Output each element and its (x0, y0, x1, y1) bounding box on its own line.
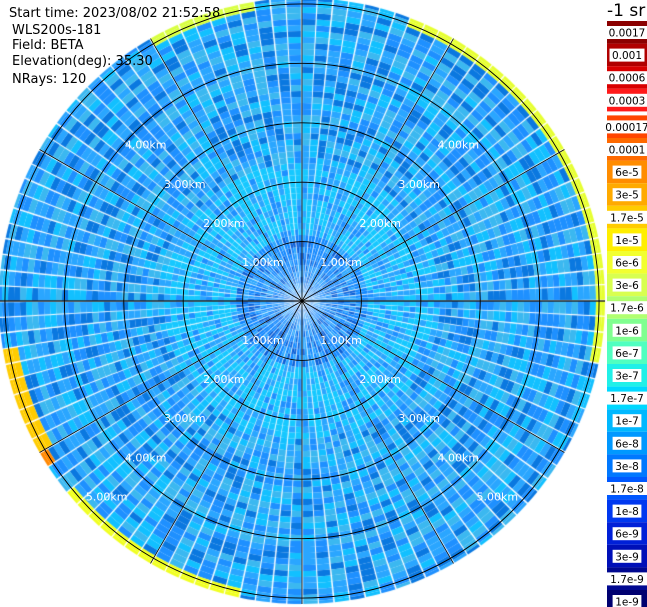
colorbar-label: 0.00017 (605, 122, 647, 134)
colorbar-label-bg (606, 301, 647, 315)
range-ring-label: 3.00km (164, 178, 206, 191)
colorbar-label-bg (612, 233, 642, 247)
colorbar-label-bg (612, 549, 642, 563)
elevation-label: Elevation(deg): 35.30 (12, 54, 153, 69)
colorbar-label-bg (612, 459, 642, 473)
colorbar-label: 0.0003 (609, 95, 646, 107)
colorbar-unit-label: -1 sr (607, 1, 645, 21)
azimuth-spoke-330 (150, 38, 303, 302)
colorbar-label: 0.001 (612, 50, 642, 62)
range-ring-label: 4.00km (125, 451, 167, 464)
colorbar-label-bg (606, 482, 647, 495)
colorbar-label: 1.7e-7 (610, 393, 644, 405)
colorbar-label: 3e-8 (615, 461, 639, 473)
colorbar-label-bg (612, 323, 642, 337)
colorbar-label-bg (612, 595, 642, 607)
colorbar-label: 3e-9 (615, 551, 639, 563)
range-ring-label: 2.00km (203, 217, 245, 230)
colorbar-label-bg (612, 436, 642, 450)
colorbar-label: 1.7e-5 (610, 212, 644, 224)
range-ring-label: 4.00km (125, 139, 167, 152)
colorbar-label: 1e-8 (615, 506, 639, 518)
colorbar-label-bg (612, 346, 642, 360)
colorbar-label-bg (606, 71, 647, 85)
colorbar-label-bg (612, 414, 642, 428)
colorbar-label-bg (612, 165, 642, 179)
azimuth-spoke-60 (301, 149, 565, 302)
azimuth-spoke-30 (301, 38, 454, 302)
range-ring-label: 3.00km (398, 178, 440, 191)
range-ring-label: 5.00km (477, 490, 519, 503)
colorbar-label-bg (606, 391, 647, 405)
colorbar-label: 1.7e-8 (610, 484, 644, 496)
colorbar-label-bg (612, 188, 642, 202)
azimuth-spokes (0, 0, 605, 604)
colorbar-label-bg (609, 48, 645, 62)
azimuth-spoke-210 (150, 300, 303, 564)
range-ring-label: 2.00km (359, 217, 401, 230)
nrays-label: NRays: 120 (12, 72, 87, 87)
range-ring-label: 4.00km (437, 139, 479, 152)
range-ring-label: 2.00km (359, 373, 401, 386)
colorbar-label: 3e-6 (615, 280, 639, 292)
colorbar-label-bg (606, 572, 647, 586)
range-ring-label: 5.00km (86, 490, 128, 503)
azimuth-spoke-150 (301, 300, 454, 564)
colorbar-label: 3e-7 (615, 371, 639, 383)
instrument-label: WLS200s-181 (12, 23, 102, 38)
colorbar-label: 1e-9 (615, 597, 639, 607)
colorbar-label: 6e-5 (615, 167, 639, 179)
colorbar-label: 1.7e-6 (610, 303, 644, 315)
range-ring-labels: 1.00km 1.00km 1.00km 1.00km 2.00km 2.00km 2.00… (86, 139, 518, 504)
range-ring-label: 1.00km (320, 334, 362, 347)
colorbar-label-bg (606, 210, 647, 224)
azimuth-spoke-120 (301, 300, 565, 453)
colorbar-label-bg (603, 120, 647, 134)
azimuth-spoke-300 (39, 149, 303, 302)
colorbar-label: 0.0006 (609, 73, 646, 85)
range-ring-label: 4.00km (437, 451, 479, 464)
colorbar-label-bg (606, 143, 647, 156)
colorbar-cells: 0.0017 0.001 0.0006 0.0003 0.00017 0.0001 6e-5… (603, 21, 647, 607)
range-ring-label: 2.00km (203, 373, 245, 386)
range-ring-label: 3.00km (398, 412, 440, 425)
range-ring-label: 3.00km (164, 412, 206, 425)
colorbar-label: 6e-8 (615, 438, 639, 450)
colorbar-label: 1.7e-9 (610, 574, 644, 586)
range-ring-label: 1.00km (242, 256, 284, 269)
colorbar-label: 0.0017 (609, 28, 646, 40)
colorbar-label: 3e-5 (615, 190, 639, 202)
start-time-label: Start time: 2023/08/02 21:52:58 (9, 6, 221, 21)
colorbar-label: 6e-9 (615, 529, 639, 541)
colorbar-label: 0.0001 (609, 145, 646, 157)
azimuth-spoke-240 (39, 300, 303, 453)
range-ring-label: 1.00km (242, 334, 284, 347)
colorbar-label-bg (612, 527, 642, 541)
colorbar-label: 1e-6 (615, 325, 639, 337)
field-label: Field: BETA (12, 38, 84, 53)
colorbar-label: 6e-7 (615, 348, 639, 360)
colorbar-label-bg (612, 504, 642, 518)
colorbar-label-bg (606, 26, 647, 39)
colorbar-label-bg (606, 93, 647, 107)
colorbar-label-bg (612, 369, 642, 382)
colorbar-label: 1e-7 (615, 416, 639, 428)
range-ring-label: 1.00km (320, 256, 362, 269)
colorbar-label-bg (612, 256, 642, 269)
colorbar-label-bg (612, 278, 642, 292)
colorbar-label: 6e-6 (615, 258, 639, 270)
colorbar-label: 1e-5 (615, 235, 639, 247)
